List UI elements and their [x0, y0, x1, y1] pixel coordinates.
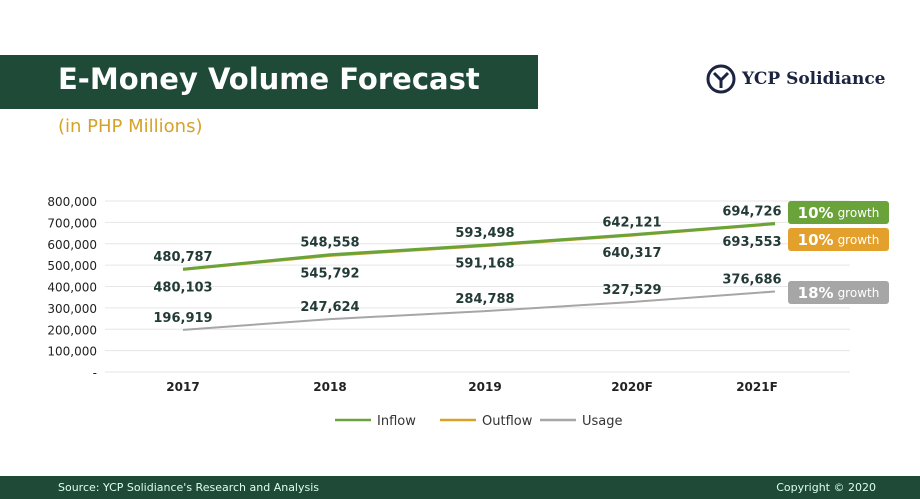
data-label: 591,168 — [455, 257, 514, 272]
data-label: 327,529 — [602, 283, 661, 298]
data-label: 196,919 — [153, 311, 212, 326]
logo-icon — [706, 64, 736, 94]
y-tick-label: 300,000 — [47, 302, 97, 316]
data-label: 693,553 — [722, 235, 781, 250]
page-title: E-Money Volume Forecast — [58, 62, 480, 96]
series-line-inflow — [182, 222, 776, 271]
x-tick-label: 2018 — [313, 380, 346, 394]
data-label: 480,787 — [153, 250, 212, 265]
growth-pct: 18% — [797, 283, 834, 302]
x-tick-label: 2020F — [611, 380, 653, 394]
growth-pct: 10% — [797, 203, 834, 222]
logo-text: YCP Solidiance — [742, 69, 886, 89]
growth-word: growth — [837, 232, 880, 247]
y-tick-label: 600,000 — [47, 238, 97, 252]
footer: Source: YCP Solidiance's Research and An… — [0, 476, 920, 499]
data-label: 694,726 — [722, 205, 781, 220]
logo: YCP Solidiance — [706, 64, 886, 94]
y-tick-label: 500,000 — [47, 259, 97, 273]
data-label: 642,121 — [602, 216, 661, 231]
data-label: 284,788 — [455, 292, 514, 307]
data-label: 640,317 — [602, 246, 661, 261]
y-tick-label: 400,000 — [47, 281, 97, 295]
growth-badge: 10% growth — [788, 228, 889, 251]
legend-label: Inflow — [377, 414, 416, 429]
growth-pct: 10% — [797, 230, 834, 249]
title-band — [0, 55, 538, 109]
data-label: 548,558 — [300, 236, 359, 251]
data-label: 593,498 — [455, 226, 514, 241]
series-line-usage — [182, 290, 776, 331]
y-tick-label: - — [93, 366, 97, 380]
source-text: Source: YCP Solidiance's Research and An… — [58, 481, 320, 494]
legend-label: Usage — [582, 414, 623, 429]
legend-label: Outflow — [482, 414, 533, 429]
data-label: 480,103 — [153, 280, 212, 295]
y-tick-label: 200,000 — [47, 323, 97, 337]
y-tick-label: 700,000 — [47, 216, 97, 230]
subtitle: (in PHP Millions) — [58, 116, 203, 137]
copyright-text: Copyright © 2020 — [776, 481, 876, 494]
x-tick-label: 2017 — [166, 380, 199, 394]
x-tick-label: 2021F — [736, 380, 778, 394]
y-tick-label: 100,000 — [47, 345, 97, 359]
chart: - 100,000 200,000 300,000 400,000 500,000 600,… — [47, 195, 850, 429]
data-label: 247,624 — [300, 300, 359, 315]
data-label: 376,686 — [722, 272, 781, 287]
growth-word: growth — [837, 205, 880, 220]
y-tick-label: 800,000 — [47, 195, 97, 209]
x-tick-label: 2019 — [468, 380, 501, 394]
data-label: 545,792 — [300, 266, 359, 281]
growth-badge: 10% growth — [788, 201, 889, 224]
growth-badge: 18% growth — [788, 281, 889, 304]
growth-word: growth — [837, 285, 880, 300]
